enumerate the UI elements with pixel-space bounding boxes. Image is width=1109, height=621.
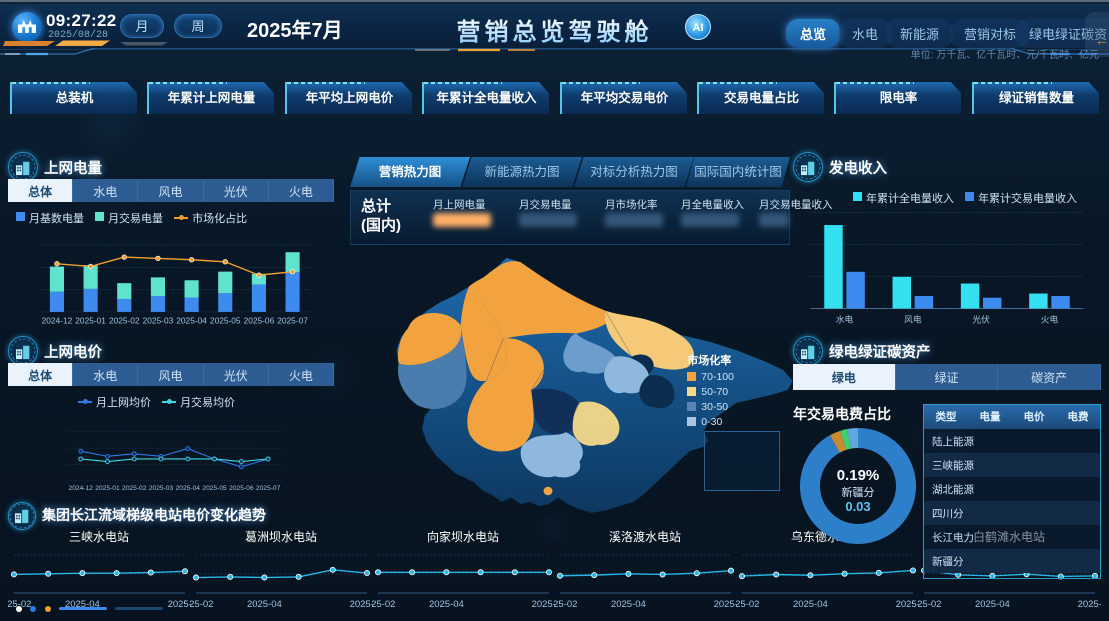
svg-text:2025-05: 2025-05 [210,315,241,325]
svg-text:2025-07: 2025-07 [256,485,281,492]
svg-text:2025-01: 2025-01 [75,315,106,325]
svg-text:2025-02: 2025-02 [109,315,140,325]
svg-text:2025-06: 2025-06 [229,485,254,492]
svg-text:光伏: 光伏 [972,313,990,324]
svg-text:2025-02: 2025-02 [554,599,577,609]
svg-text:2024-12: 2024-12 [42,315,73,325]
svg-text:2025-06: 2025-06 [532,599,555,609]
svg-text:2025-04: 2025-04 [429,599,464,609]
svg-text:水电: 水电 [836,313,854,324]
svg-text:2025-06: 2025-06 [244,315,275,325]
svg-text:2025-03: 2025-03 [143,315,174,325]
svg-text:2025-02: 2025-02 [736,599,759,609]
svg-text:2025-02: 2025-02 [372,599,395,609]
svg-text:0.03: 0.03 [845,499,870,514]
svg-text:2025-04: 2025-04 [176,315,207,325]
svg-text:2025-06: 2025-06 [714,599,737,609]
svg-text:2025-04: 2025-04 [611,599,646,609]
svg-text:2025-02: 2025-02 [122,485,147,492]
svg-text:火电: 火电 [1041,313,1059,324]
svg-text:2025-03: 2025-03 [149,485,174,492]
svg-text:2024-12: 2024-12 [69,485,94,492]
svg-text:2025-01: 2025-01 [95,485,120,492]
svg-text:2025-07: 2025-07 [277,315,308,325]
svg-text:2025-05: 2025-05 [202,485,227,492]
svg-text:风电: 风电 [904,313,922,324]
svg-text:2025-04: 2025-04 [247,599,282,609]
svg-text:0.19%: 0.19% [837,467,880,484]
svg-text:2025-04: 2025-04 [176,485,201,492]
svg-text:2025-06: 2025-06 [350,599,373,609]
svg-text:新疆分: 新疆分 [842,485,875,499]
